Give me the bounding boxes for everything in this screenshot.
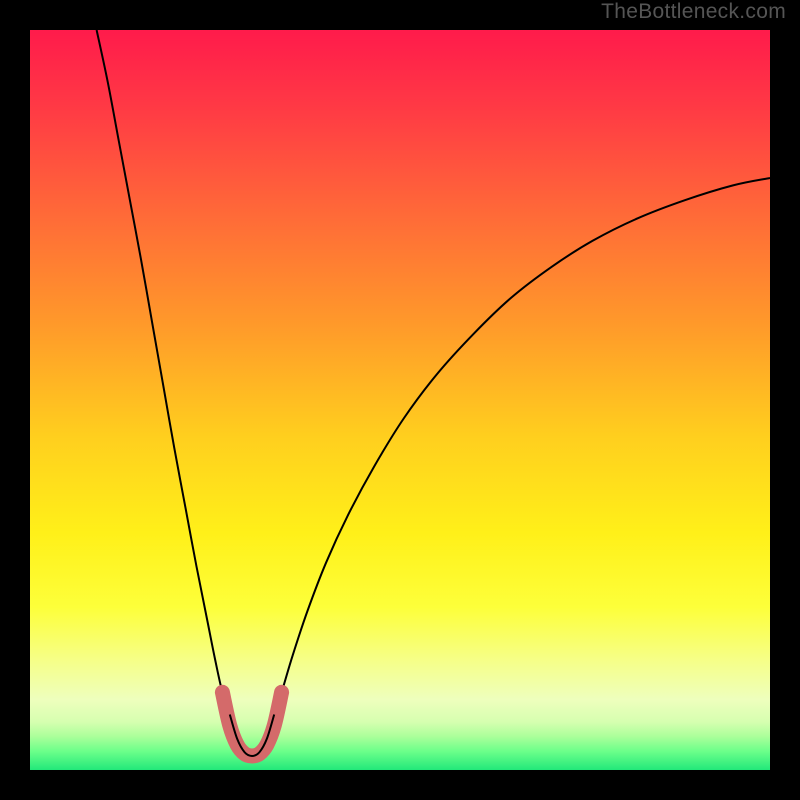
- curve-right-branch: [274, 178, 770, 715]
- chart-overlay: [0, 0, 800, 800]
- stage: TheBottleneck.com: [0, 0, 800, 800]
- watermark-text: TheBottleneck.com: [601, 0, 786, 24]
- highlight-u-band: [222, 692, 281, 756]
- curve-left-branch: [97, 30, 230, 715]
